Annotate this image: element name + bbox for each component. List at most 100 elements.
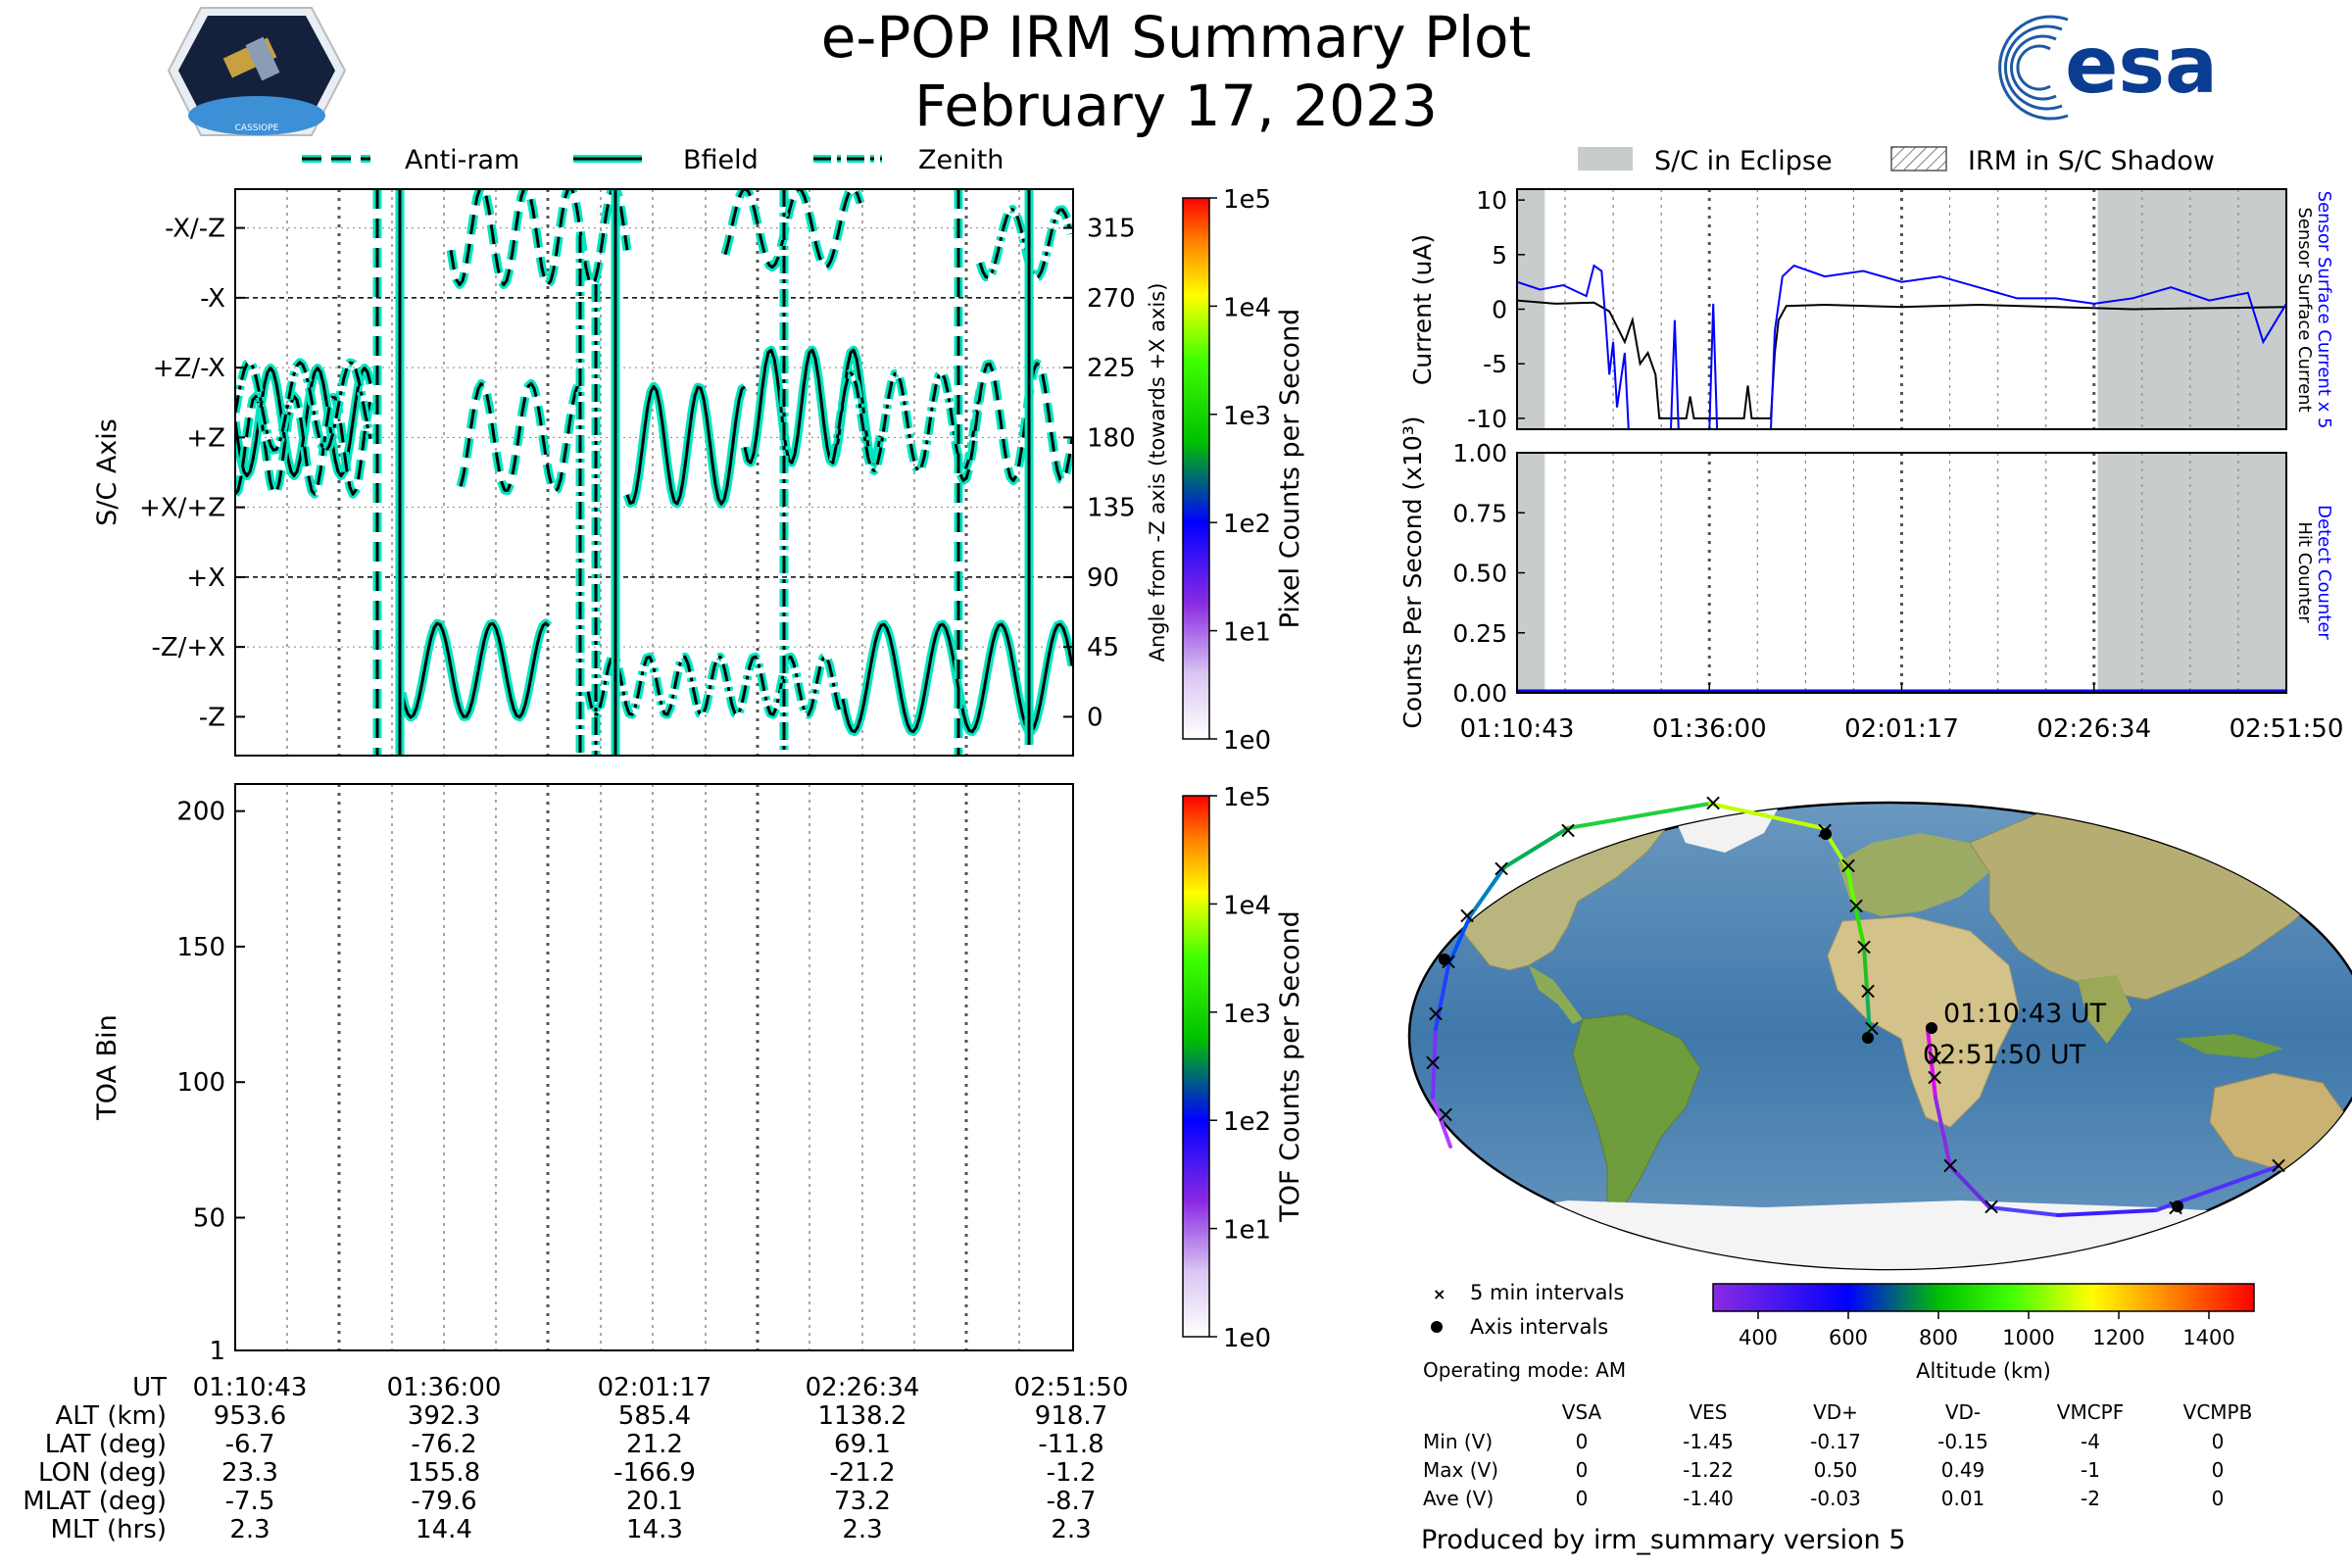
- ephemeris-cell: 1138.2: [818, 1401, 907, 1431]
- operating-mode: Operating mode: AM: [1423, 1358, 1626, 1382]
- five-min-marker: ×: [1426, 1000, 1446, 1027]
- sensor-current-x5-line: [1517, 264, 2286, 429]
- attitude-y2tick-label: 135: [1087, 494, 1136, 523]
- toa-ytick-label: 200: [176, 798, 225, 827]
- counts-eclipse-shading: [1517, 453, 2286, 693]
- voltage-cell: 0.49: [1941, 1458, 1985, 1482]
- axis-interval-dot: [2172, 1200, 2183, 1212]
- orbit-segment: [1468, 865, 1506, 918]
- altitude-tick-label: 800: [1919, 1326, 1958, 1349]
- legend-bfield: Bfield: [683, 145, 759, 175]
- attitude-ytick-label: +X: [186, 564, 225, 593]
- eclipse-legend: S/C in Eclipse IRM in S/C Shadow: [1578, 146, 2215, 176]
- land-south-america: [1572, 1013, 1701, 1211]
- map-end-label: 02:51:50 UT: [1923, 1040, 2086, 1070]
- pixel-colorbar-tick-label: 1e0: [1223, 726, 1271, 756]
- attitude-y-ticks: -X/-Z 315 -X 270 +Z/-X 225 +Z 180 +X/+Z 135 +X 90 -Z…: [139, 215, 1136, 733]
- ephemeris-cell: 14.3: [626, 1515, 683, 1544]
- five-min-marker: ×: [1703, 789, 1723, 816]
- ephemeris-row-label: MLAT (deg): [23, 1487, 167, 1516]
- pixel-colorbar-label: Pixel Counts per Second: [1275, 309, 1305, 629]
- counts-x-ticks: 01:10:43 01:36:00 02:01:17 02:26:34 02:51:50: [1460, 683, 2344, 744]
- orbit-segment: [1446, 914, 1472, 967]
- anti-ram-trace: [449, 189, 629, 286]
- counts-y-ticks: 1.00 0.75 0.50 0.25 0.00: [1452, 439, 1525, 708]
- ephemeris-row-label: LON (deg): [38, 1458, 167, 1488]
- ephemeris-cell: -11.8: [1038, 1430, 1103, 1459]
- map-start-label: 01:10:43 UT: [1943, 999, 2107, 1029]
- five-min-marker: ×: [1558, 816, 1578, 844]
- attitude-ytick-label: -Z/+X: [151, 633, 225, 662]
- ephemeris-cell: 392.3: [408, 1401, 480, 1431]
- ephemeris-cell: 2.3: [229, 1515, 270, 1544]
- attitude-ytick-label: +Z/-X: [153, 354, 225, 383]
- orbit-segment: [1862, 944, 1869, 992]
- orbit-segment: [1566, 802, 1712, 830]
- voltage-row-label: Max (V): [1423, 1458, 1498, 1482]
- cur-ytick-label: 10: [1476, 186, 1507, 215]
- current-y-ticks: 10 5 0 -5 -10: [1467, 186, 1525, 433]
- attitude-ytick-label: +X/+Z: [139, 494, 225, 523]
- orbit-segment: [1865, 988, 1872, 1036]
- toa-ytick-label: 100: [176, 1068, 225, 1098]
- voltage-cell: 0: [2212, 1430, 2225, 1453]
- ephemeris-cell: 20.1: [626, 1487, 683, 1516]
- counts-right-label-blue: Detect Counter: [2314, 505, 2334, 640]
- axis-interval-dot: [1862, 1032, 1874, 1044]
- cur-ytick-label: 5: [1492, 241, 1507, 270]
- cur-ytick-label: -5: [1483, 350, 1507, 378]
- voltage-cell: -0.17: [1810, 1430, 1861, 1453]
- sensor-current-line: [1517, 299, 2286, 419]
- orbit-segment: [1853, 905, 1866, 948]
- counts-plot: 1.00 0.75 0.50 0.25 0.00 01:10:43 01:36:00 02:…: [1398, 416, 2343, 744]
- voltage-header: VSA: [1562, 1400, 1602, 1424]
- five-min-marker: ×: [1858, 977, 1878, 1004]
- land-central-america: [1529, 965, 1583, 1024]
- orbit-segment: [1502, 826, 1570, 869]
- tof-colorbar-tick-label: 1e5: [1223, 783, 1271, 812]
- voltage-cell: -0.15: [1937, 1430, 1988, 1453]
- orbit-segment: [1845, 865, 1857, 908]
- altitude-tick-label: 600: [1829, 1326, 1868, 1349]
- current-gridlines: [1564, 189, 2239, 429]
- tof-colorbar-bar: [1182, 795, 1210, 1338]
- tof-colorbar-ticks: 1e5 1e4 1e3 1e2 1e1 1e0: [1209, 783, 1271, 1353]
- voltage-header: VCMPB: [2183, 1400, 2253, 1424]
- five-min-marker: ×: [1940, 1152, 1960, 1179]
- legend-eclipse-text: S/C in Eclipse: [1654, 146, 1833, 176]
- tof-colorbar-label: TOF Counts per Second: [1275, 910, 1305, 1223]
- ephemeris-cell: -166.9: [613, 1458, 696, 1488]
- counts-xtick-label: 02:51:50: [2230, 714, 2344, 744]
- voltage-cell: -2: [2081, 1487, 2100, 1510]
- figure-title: e-POP IRM Summary Plot: [821, 4, 1532, 71]
- orbit-segment: [1431, 1096, 1452, 1149]
- footer-text: Produced by irm_summary version 5: [1421, 1525, 1906, 1555]
- toa-y-ticks: 200 150 100 50 1: [176, 798, 245, 1366]
- tof-colorbar-tick-label: 1e0: [1223, 1324, 1271, 1353]
- ephemeris-cell: 2.3: [1051, 1515, 1091, 1544]
- ephemeris-row-label: UT: [132, 1373, 167, 1402]
- attitude-legend: Anti-ram Bfield Zenith: [302, 145, 1004, 175]
- toa-gridlines: [286, 784, 1020, 1350]
- legend-shadow-text: IRM in S/C Shadow: [1968, 146, 2215, 176]
- toa-ytick-label: 50: [193, 1203, 225, 1233]
- voltage-cell: 0: [1576, 1458, 1589, 1482]
- attitude-ytick-label: -X/-Z: [165, 215, 225, 244]
- counts-xtick-label: 01:10:43: [1460, 714, 1575, 744]
- attitude-ytick-label: -X: [200, 284, 225, 314]
- cnt-ytick-label: 0.25: [1452, 619, 1507, 648]
- five-min-marker: ×: [1423, 1049, 1443, 1076]
- voltage-cell: 0: [1576, 1487, 1589, 1510]
- toa-ylabel: TOA Bin: [92, 1014, 122, 1120]
- altitude-label: Altitude (km): [1916, 1359, 2051, 1383]
- ephemeris-cell: -79.6: [411, 1487, 476, 1516]
- current-plot: 10 5 0 -5 -10 Current (uA) Sensor Surface Cu…: [1408, 186, 2334, 433]
- tof-colorbar-tick-label: 1e1: [1223, 1216, 1271, 1246]
- attitude-traces: [235, 189, 1073, 756]
- ephemeris-cell: 02:51:50: [1014, 1373, 1129, 1402]
- five-min-marker: ×: [1492, 855, 1511, 882]
- attitude-ytick-label: -Z: [199, 703, 225, 732]
- cross-marker-icon: ×: [1433, 1285, 1446, 1303]
- ephemeris-cell: 02:01:17: [598, 1373, 712, 1402]
